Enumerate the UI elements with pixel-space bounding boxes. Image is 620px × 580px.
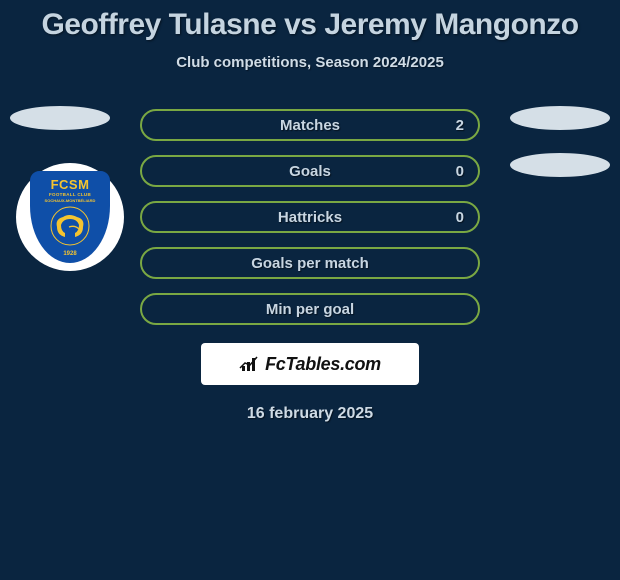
club-abbr: FCSM <box>30 177 110 192</box>
stat-label: Matches <box>280 117 340 134</box>
lion-icon <box>45 205 95 247</box>
brand-box: FcTables.com <box>201 343 419 385</box>
subtitle: Club competitions, Season 2024/2025 <box>176 54 444 71</box>
stat-value-right: 0 <box>456 209 464 226</box>
club-badge: FCSM FOOTBALL CLUB SOCHAUX-MONTBÉLIARD 1… <box>16 163 124 271</box>
stat-label: Goals <box>289 163 331 180</box>
stat-row-goals: Goals 0 <box>140 155 480 187</box>
stat-label: Hattricks <box>278 209 342 226</box>
stats-area: FCSM FOOTBALL CLUB SOCHAUX-MONTBÉLIARD 1… <box>0 109 620 423</box>
brand-content: FcTables.com <box>239 354 381 375</box>
stat-row-hattricks: Hattricks 0 <box>140 201 480 233</box>
stat-row-min-per-goal: Min per goal <box>140 293 480 325</box>
infographic-container: Geoffrey Tulasne vs Jeremy Mangonzo Club… <box>0 0 620 423</box>
stat-label: Goals per match <box>251 255 369 272</box>
club-line2: SOCHAUX-MONTBÉLIARD <box>30 198 110 203</box>
player-photo-placeholder-right-1 <box>510 106 610 130</box>
stat-row-goals-per-match: Goals per match <box>140 247 480 279</box>
player-photo-placeholder-right-2 <box>510 153 610 177</box>
brand-text: FcTables.com <box>265 354 381 375</box>
stat-label: Min per goal <box>266 301 354 318</box>
stat-value-right: 2 <box>456 117 464 134</box>
club-shield: FCSM FOOTBALL CLUB SOCHAUX-MONTBÉLIARD 1… <box>30 171 110 263</box>
stat-row-matches: Matches 2 <box>140 109 480 141</box>
club-badge-inner: FCSM FOOTBALL CLUB SOCHAUX-MONTBÉLIARD 1… <box>30 171 110 263</box>
player-photo-placeholder-left <box>10 106 110 130</box>
bar-chart-icon <box>239 355 259 373</box>
page-title: Geoffrey Tulasne vs Jeremy Mangonzo <box>41 8 578 42</box>
club-year: 1928 <box>30 251 110 257</box>
stat-value-right: 0 <box>456 163 464 180</box>
club-line1: FOOTBALL CLUB <box>30 192 110 197</box>
date-label: 16 february 2025 <box>247 405 373 423</box>
